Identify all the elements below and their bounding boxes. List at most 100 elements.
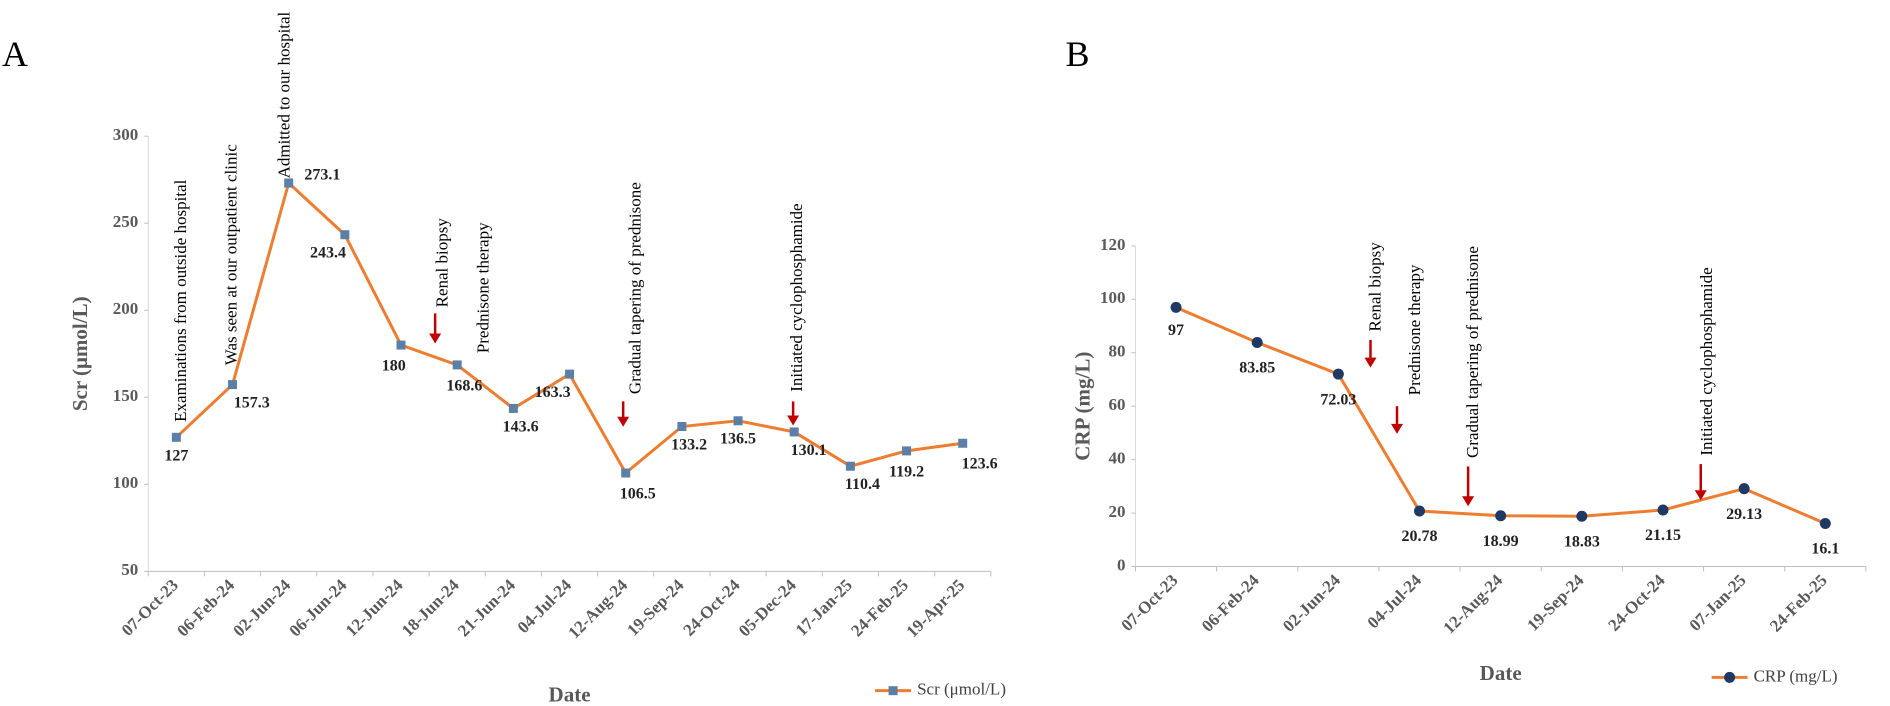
data-label: 180 — [382, 357, 406, 374]
legend-label: Scr (μmol/L) — [917, 680, 1006, 699]
data-point — [396, 340, 406, 350]
data-point — [958, 438, 968, 448]
data-point — [621, 468, 631, 478]
x-tick-label: 06-Feb-24 — [1198, 570, 1263, 635]
data-label: 97 — [1168, 322, 1184, 339]
legend-label: CRP (mg/L) — [1754, 666, 1838, 685]
data-label: 20.78 — [1402, 528, 1438, 545]
data-label: 127 — [164, 447, 188, 464]
data-label: 21.15 — [1645, 527, 1681, 544]
annotation-arrowhead — [1364, 357, 1377, 368]
data-label: 106.5 — [620, 485, 656, 502]
data-label: 16.1 — [1811, 541, 1839, 558]
data-point — [284, 178, 294, 188]
y-axis-label: CRP (mg/L) — [1071, 352, 1095, 461]
x-tick-label: 12-Aug-24 — [564, 575, 631, 642]
annotation: Prednisone therapy — [473, 222, 492, 353]
annotation: Prednisone therapy — [1405, 264, 1424, 395]
annotation-arrowhead — [1462, 496, 1475, 507]
data-label: 18.99 — [1483, 533, 1519, 550]
x-tick-label: 07-Oct-23 — [1117, 571, 1181, 635]
data-point — [1414, 505, 1426, 517]
annotation-arrowhead — [787, 415, 800, 426]
data-point — [1819, 518, 1831, 530]
x-tick-label: 04-Jul-24 — [1364, 570, 1426, 632]
x-tick-label: 05-Dec-24 — [735, 575, 800, 640]
x-tick-label: 21-Jun-24 — [454, 575, 519, 640]
x-tick-label: 19-Sep-24 — [1523, 570, 1588, 635]
data-point — [1251, 336, 1263, 348]
data-point — [1495, 510, 1507, 522]
x-tick-label: 18-Jun-24 — [398, 575, 463, 640]
data-point — [565, 369, 575, 379]
data-point — [1576, 510, 1588, 522]
chart-panel: A 50 100 150 200 250 300 07-Oct-2306-Feb-2402-J… — [2, 11, 1006, 706]
data-point — [1738, 483, 1750, 495]
annotation-arrowhead — [429, 333, 442, 344]
x-tick-label: 06-Jun-24 — [286, 575, 351, 640]
x-axis-label: Date — [549, 683, 591, 706]
data-point — [733, 416, 743, 426]
legend-marker — [1724, 671, 1736, 683]
data-label: 243.4 — [310, 245, 346, 262]
data-label: 29.13 — [1726, 506, 1762, 523]
data-point — [508, 403, 518, 413]
y-tick-label: 300 — [113, 125, 139, 144]
data-label: 110.4 — [845, 476, 880, 493]
x-tick-label: 24-Feb-25 — [1766, 571, 1831, 636]
y-axis-label: Scr (μmol/L) — [68, 296, 92, 411]
data-label: 136.5 — [720, 431, 756, 448]
data-label: 130.1 — [791, 442, 827, 459]
data-point — [677, 422, 687, 432]
annotation: Gradual tapering of prednisone — [1463, 246, 1482, 458]
y-tick-label: 120 — [1100, 235, 1126, 254]
data-label: 18.83 — [1564, 533, 1600, 550]
annotation: Admitted to our hospital — [275, 11, 294, 178]
y-tick-label: 40 — [1108, 449, 1125, 468]
y-tick-label: 50 — [121, 560, 138, 579]
y-tick-label: 80 — [1108, 342, 1125, 361]
x-axis-label: Date — [1480, 661, 1522, 685]
y-tick-label: 20 — [1108, 502, 1125, 521]
y-tick-label: 0 — [1117, 555, 1126, 574]
data-label: 133.2 — [671, 436, 707, 453]
x-tick-label: 17-Jan-25 — [792, 575, 856, 639]
x-tick-label: 24-Oct-24 — [1604, 570, 1669, 635]
annotation: Examinations from outside hospital — [171, 179, 190, 421]
data-line — [1175, 305, 1826, 525]
x-tick-label: 02-Jun-24 — [229, 575, 294, 640]
y-tick-label: 60 — [1108, 395, 1125, 414]
annotation-arrowhead — [1694, 490, 1707, 501]
data-point — [228, 380, 238, 390]
annotation-arrowhead — [617, 416, 630, 427]
x-tick-label: 19-Sep-24 — [623, 575, 688, 640]
annotation: Initiated cyclophosphamide — [1697, 267, 1716, 455]
data-label: 163.3 — [535, 384, 571, 401]
annotation-arrowhead — [1391, 423, 1404, 434]
panel-label: A — [2, 34, 28, 74]
y-tick-label: 150 — [113, 386, 139, 405]
x-tick-label: 07-Oct-23 — [118, 575, 182, 639]
x-tick-label: 24-Oct-24 — [679, 575, 744, 640]
data-line — [175, 180, 963, 476]
x-tick-label: 06-Feb-24 — [173, 575, 238, 640]
x-tick-label: 02-Jun-24 — [1279, 570, 1344, 635]
data-label: 123.6 — [962, 456, 998, 473]
legend-marker — [888, 686, 898, 696]
annotation: Was seen at our outpatient clinic — [222, 144, 241, 365]
x-tick-label: 19-Apr-25 — [903, 575, 969, 641]
data-label: 157.3 — [234, 395, 270, 412]
annotation: Renal biopsy — [1365, 242, 1384, 332]
x-tick-label: 24-Feb-25 — [847, 575, 912, 640]
data-point — [1657, 504, 1669, 516]
y-tick-label: 100 — [1100, 288, 1126, 307]
panel-label: B — [1066, 34, 1090, 74]
data-point — [1332, 368, 1344, 380]
data-point — [902, 446, 912, 456]
data-point — [452, 360, 462, 370]
data-point — [171, 432, 181, 442]
data-label: 273.1 — [304, 166, 340, 183]
data-label: 168.6 — [446, 377, 482, 394]
x-tick-label: 07-Jan-25 — [1686, 571, 1750, 635]
